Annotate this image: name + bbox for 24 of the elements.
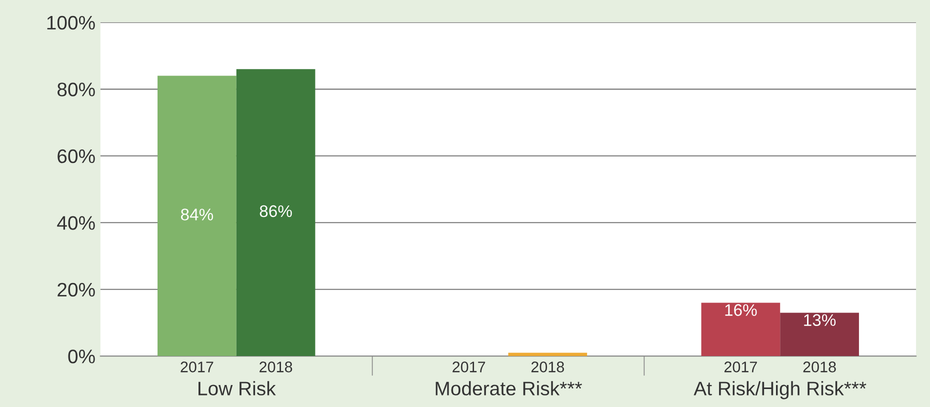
data-label: 13% [804,314,836,326]
y-tick-label: 80% [58,82,95,96]
text: 2018 [803,362,836,372]
data-label: 16% [725,304,757,316]
text: 2017 [724,362,757,372]
bar [158,76,236,356]
y-tick-label: 60% [58,149,95,164]
y-tick-label: 0% [68,350,95,364]
y-tick-label: 40% [57,216,95,230]
text: 2018 [531,362,564,372]
bar [236,69,316,356]
bar [701,302,780,356]
x-tick-label: Moderate Risk*** [436,381,582,396]
x-tick-label: At Risk/High Risk*** [694,381,866,400]
y-tick-label: 100% [47,16,95,30]
x-tick-label: Low Risk [198,381,276,396]
bar [508,352,588,356]
series-label: 2018 [260,362,292,372]
data-label: 86% [260,205,292,218]
text: 2017 [452,362,486,372]
data-label: 84% [181,208,214,220]
series-label: 2017 [180,362,214,372]
bar [780,312,859,356]
y-tick-label: 20% [58,282,95,297]
